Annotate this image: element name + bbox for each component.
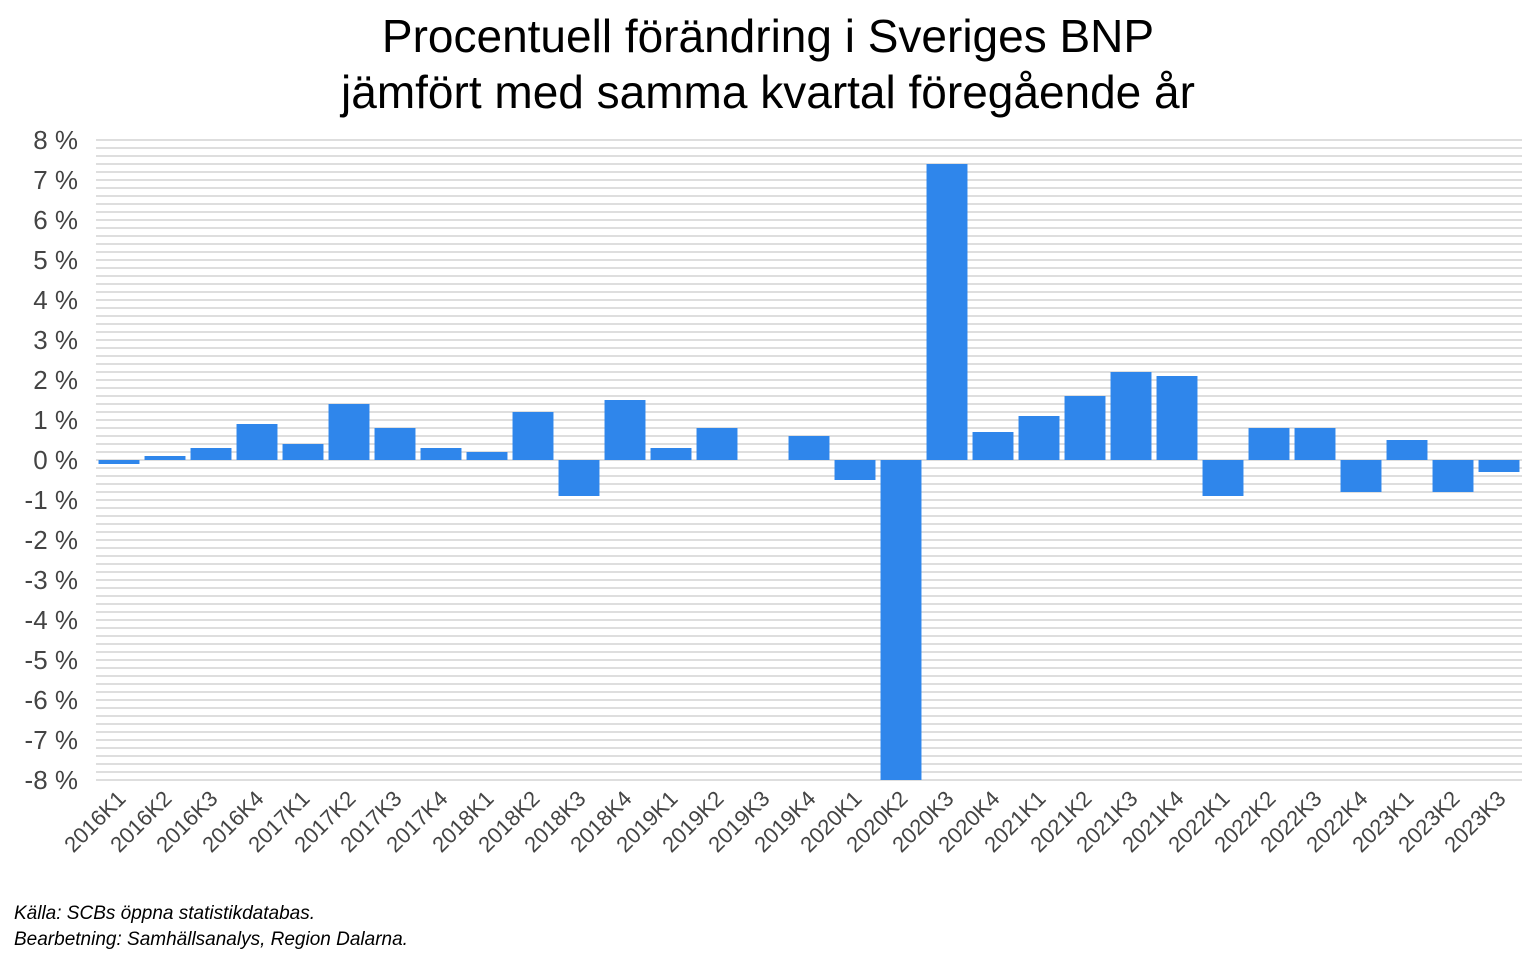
chart-footer: Källa: SCBs öppna statistikdatabas. Bear… — [14, 901, 408, 953]
chart-title: Procentuell förändring i Sveriges BNP jä… — [0, 8, 1536, 120]
bar-2016K4 — [236, 424, 278, 460]
y-tick-label: 7 % — [33, 165, 78, 195]
bar-2020K3 — [926, 164, 968, 460]
bar-2017K1 — [282, 444, 324, 460]
y-tick-label: -5 % — [25, 645, 78, 675]
bar-2023K3 — [1478, 460, 1520, 472]
bar-2018K3 — [558, 460, 600, 496]
y-tick-label: -1 % — [25, 485, 78, 515]
bar-2018K1 — [466, 452, 508, 460]
bar-2021K1 — [1018, 416, 1060, 460]
bar-2016K3 — [190, 448, 232, 460]
chart-title-line-2: jämfört med samma kvartal föregående år — [341, 66, 1195, 118]
bar-chart: 8 % 7 % 6 % 5 % 4 % 3 % 2 % 1 % 0 % -1 % -2 % -3 % -… — [25, 125, 1522, 857]
bar-2020K1 — [834, 460, 876, 480]
bar-2021K4 — [1156, 376, 1198, 460]
bar-2022K4 — [1340, 460, 1382, 492]
y-tick-label: -2 % — [25, 525, 78, 555]
y-tick-label: -8 % — [25, 765, 78, 795]
bar-2016K1 — [98, 460, 140, 464]
bar-2021K3 — [1110, 372, 1152, 460]
y-axis-tick-labels: 8 % 7 % 6 % 5 % 4 % 3 % 2 % 1 % 0 % -1 % -2 % -3 % -… — [25, 125, 78, 795]
bar-2018K2 — [512, 412, 554, 460]
bar-2023K2 — [1432, 460, 1474, 492]
bar-2020K2 — [880, 460, 922, 780]
y-tick-label: 2 % — [33, 365, 78, 395]
bar-2019K1 — [650, 448, 692, 460]
bar-2021K2 — [1064, 396, 1106, 460]
bar-2016K2 — [144, 456, 186, 460]
bar-2022K2 — [1248, 428, 1290, 460]
bar-2019K4 — [788, 436, 830, 460]
bar-2022K1 — [1202, 460, 1244, 496]
y-tick-label: 0 % — [33, 445, 78, 475]
y-tick-label: 1 % — [33, 405, 78, 435]
y-tick-label: 4 % — [33, 285, 78, 315]
y-tick-label: -4 % — [25, 605, 78, 635]
source-note: Källa: SCBs öppna statistikdatabas. — [14, 903, 316, 924]
y-tick-label: 6 % — [33, 205, 78, 235]
bar-2019K2 — [696, 428, 738, 460]
bar-2018K4 — [604, 400, 646, 460]
y-tick-label: 5 % — [33, 245, 78, 275]
processing-note: Bearbetning: Samhällsanalys, Region Dala… — [14, 929, 408, 950]
chart-title-line-1: Procentuell förändring i Sveriges BNP — [381, 10, 1155, 62]
bar-2023K1 — [1386, 440, 1428, 460]
y-tick-label: 8 % — [33, 125, 78, 155]
y-tick-label: -6 % — [25, 685, 78, 715]
chart-gridlines — [96, 139, 1522, 781]
chart-bars — [98, 164, 1520, 780]
bar-2017K2 — [328, 404, 370, 460]
y-tick-label: -7 % — [25, 725, 78, 755]
bar-2020K4 — [972, 432, 1014, 460]
x-axis-tick-labels: 2016K12016K22016K32016K42017K12017K22017… — [59, 786, 1510, 857]
bar-2017K3 — [374, 428, 416, 460]
bar-2017K4 — [420, 448, 462, 460]
y-tick-label: 3 % — [33, 325, 78, 355]
y-tick-label: -3 % — [25, 565, 78, 595]
bar-2022K3 — [1294, 428, 1336, 460]
